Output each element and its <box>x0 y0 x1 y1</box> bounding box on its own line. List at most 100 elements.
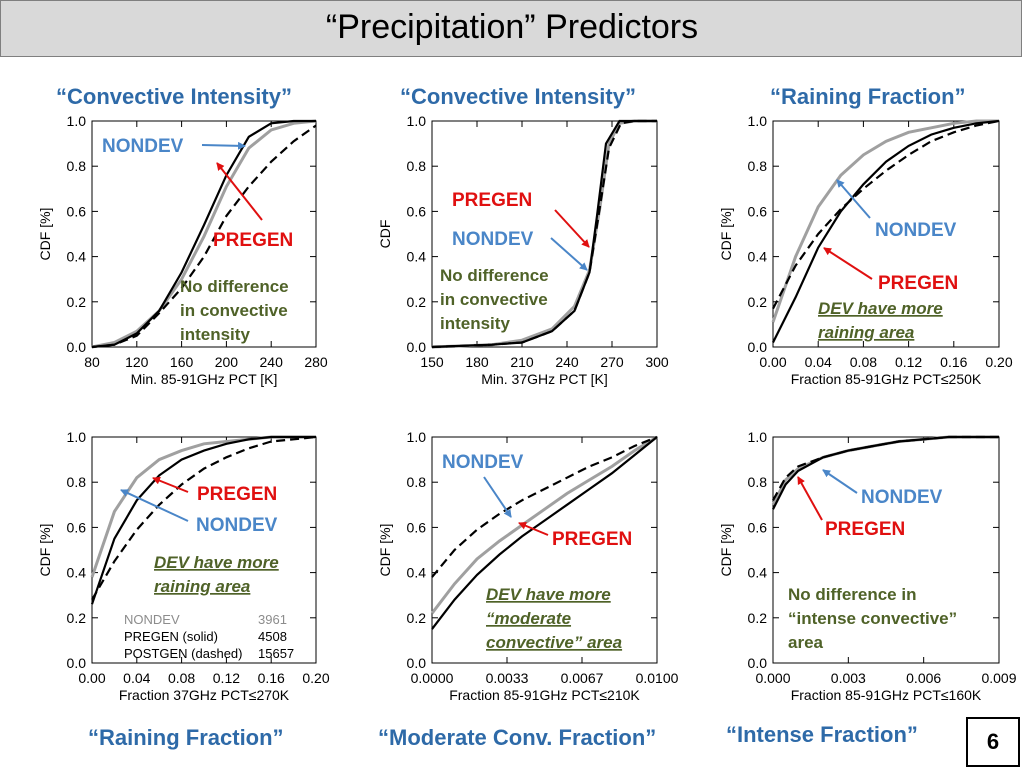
panel-2-ytick-label: 0.2 <box>407 294 427 310</box>
panel-3-ylabel: CDF [%] <box>718 208 734 261</box>
panel-4-note-line: DEV have more <box>154 553 279 572</box>
panel-6-series-postgen <box>772 435 999 501</box>
panel-5-arrow-pregen <box>518 521 549 536</box>
panel-1-xtick-label: 280 <box>304 354 328 370</box>
panel-3-xlabel: Fraction 85-91GHz PCT≤250K <box>791 371 982 387</box>
panel-4-label-pregen: PREGEN <box>197 484 277 505</box>
panel-4-xtick-label: 0.12 <box>213 670 240 686</box>
panel-1-arrow-nondev <box>201 141 246 150</box>
caption-bottom-middle: “Moderate Conv. Fraction” <box>378 725 657 750</box>
panel-1-ytick-label: 0.4 <box>67 249 87 265</box>
panel-2-series-postgen <box>431 119 657 349</box>
panel-5-ylabel: CDF [%] <box>377 524 393 577</box>
panel-5-ytick-label: 1.0 <box>407 429 427 445</box>
panel-6-xtick-label: 0.006 <box>906 670 941 686</box>
panel-5-note-line: DEV have more <box>486 585 611 604</box>
panel-1-xtick-label: 120 <box>125 354 149 370</box>
panel-3-xtick-label: 0.20 <box>985 354 1012 370</box>
panel-3-ytick-label: 0.0 <box>748 339 768 355</box>
panel-5-note-line: convective” area <box>486 633 622 652</box>
panel-2-arrow-pregen <box>554 209 590 248</box>
panel-3-note-line: DEV have more <box>818 299 943 318</box>
panel-1-note-line: No difference <box>180 277 289 296</box>
panel-6-arrow-pregen <box>797 476 823 521</box>
panel-4-ylabel: CDF [%] <box>37 524 53 577</box>
panel-6-note-line: No difference in <box>788 585 916 604</box>
panel-6-label-nondev: NONDEV <box>861 487 943 508</box>
panel-5-xtick-label: 0.0100 <box>636 670 679 686</box>
panel-3-series-pregen <box>772 119 1000 343</box>
panel-4-ytick-label: 0.0 <box>67 655 87 671</box>
panel-2-xtick-label: 150 <box>420 354 444 370</box>
panel-6-xtick-label: 0.000 <box>755 670 790 686</box>
panel-3-series-nondev <box>771 119 999 323</box>
panel-2-ylabel: CDF <box>377 220 393 249</box>
caption-bottom-left: “Raining Fraction” <box>88 725 284 750</box>
panel-6-arrow-nondev <box>822 469 858 494</box>
panel-5-note-line: “moderate <box>486 609 571 628</box>
panel-1-xtick-label: 200 <box>215 354 239 370</box>
panel-5-series-postgen <box>431 435 658 578</box>
panel-5-series-pregen <box>431 436 658 630</box>
panel-4-series-pregen <box>90 435 316 605</box>
panel-4-note-line: raining area <box>154 577 250 596</box>
panel-5-ytick-label: 0.4 <box>407 565 427 581</box>
title-bar <box>0 0 1022 57</box>
panel-3-frame <box>772 120 1000 348</box>
panel-1-label-pregen: PREGEN <box>213 230 293 251</box>
panel-2-frame <box>431 120 658 348</box>
panel-4-xtick-label: 0.20 <box>302 670 329 686</box>
panel-2-ytick-label: 0.6 <box>407 203 427 219</box>
panel-2-arrow-nondev <box>550 237 588 271</box>
panel-2-label-pregen: PREGEN <box>452 190 532 211</box>
panel-2-ytick-label: 0.0 <box>407 339 427 355</box>
panel-3-xtick-label: 0.12 <box>895 354 922 370</box>
panel-2-xtick-label: 210 <box>510 354 534 370</box>
panel-4-legend-count: 15657 <box>258 646 294 661</box>
panel-4-xlabel: Fraction 37GHz PCT≤270K <box>119 687 290 703</box>
panel-6-frame <box>772 436 1000 664</box>
panel-4-ytick-label: 0.2 <box>67 610 87 626</box>
panel-4-ytick-label: 0.6 <box>67 519 87 535</box>
panel-1-ylabel: CDF [%] <box>37 208 53 261</box>
page-number: 6 <box>966 717 1020 767</box>
panel-3-label-pregen: PREGEN <box>878 273 958 294</box>
caption-top-right: “Raining Fraction” <box>770 84 966 109</box>
panel-5-xtick-label: 0.0033 <box>486 670 529 686</box>
panel-2-xtick-label: 180 <box>465 354 489 370</box>
panel-2-xtick-label: 240 <box>555 354 579 370</box>
panel-5-frame <box>431 436 658 664</box>
panel-1-ytick-label: 0.0 <box>67 339 87 355</box>
caption-bottom-right: “Intense Fraction” <box>726 722 918 747</box>
panel-2-label-nondev: NONDEV <box>452 229 534 250</box>
panel-4-legend-count: 3961 <box>258 612 287 627</box>
panel-3-ytick-label: 0.2 <box>748 294 768 310</box>
panel-2-note-line: intensity <box>440 314 510 333</box>
panel-5-arrow-nondev <box>483 476 512 518</box>
panel-5-ytick-label: 0.8 <box>407 474 427 490</box>
panel-4-xtick-label: 0.08 <box>168 670 195 686</box>
panel-4-series-postgen <box>91 435 317 601</box>
slide-title: “Precipitation” Predictors <box>325 8 699 46</box>
caption-top-left: “Convective Intensity” <box>56 84 292 109</box>
panel-1-xtick-label: 160 <box>170 354 194 370</box>
panel-3-label-nondev: NONDEV <box>875 220 957 241</box>
panel-5-label-pregen: PREGEN <box>552 529 632 550</box>
panel-4-legend-count: 4508 <box>258 629 287 644</box>
panel-1-note-line: intensity <box>180 325 250 344</box>
panel-4-ytick-label: 0.8 <box>67 474 87 490</box>
panel-3-note-line: raining area <box>818 323 914 342</box>
panel-6-ytick-label: 0.2 <box>748 610 768 626</box>
caption-top-middle: “Convective Intensity” <box>400 84 636 109</box>
panel-6-ylabel: CDF [%] <box>718 524 734 577</box>
panel-6-note-line: “intense convective” <box>788 609 957 628</box>
panel-5-xtick-label: 0.0000 <box>411 670 454 686</box>
panel-6-ytick-label: 1.0 <box>748 429 768 445</box>
panel-6-label-pregen: PREGEN <box>825 519 905 540</box>
panel-3-series-postgen <box>772 119 1000 310</box>
panel-1-xtick-label: 240 <box>260 354 284 370</box>
panel-3-xtick-label: 0.04 <box>805 354 832 370</box>
panel-1-xlabel: Min. 85-91GHz PCT [K] <box>131 371 278 387</box>
panel-1-series-pregen <box>91 119 316 349</box>
panel-2-ytick-label: 1.0 <box>407 113 427 129</box>
